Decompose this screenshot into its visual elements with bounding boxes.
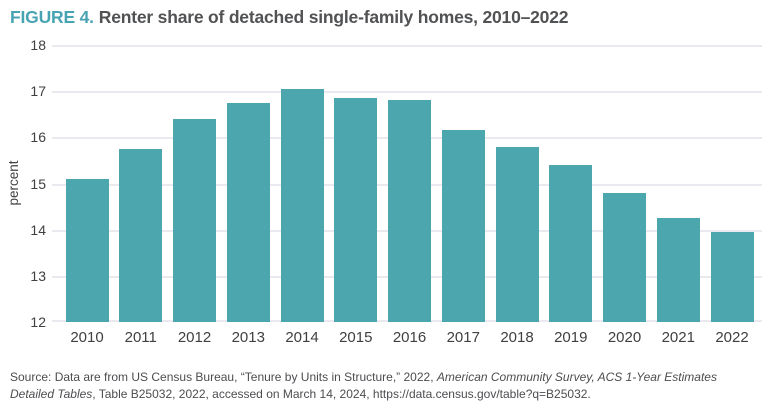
bar-2022: [710, 231, 754, 322]
figure-number-label: FIGURE 4.: [10, 7, 94, 27]
x-tick-label-2016: 2016: [392, 329, 427, 346]
y-axis-tick-labels: 12 13 14 15 16 17 18: [0, 37, 46, 330]
plot-area: [52, 45, 762, 322]
x-tick-label-2015: 2015: [339, 329, 373, 346]
bar-2015: [334, 98, 378, 322]
bar-2019: [549, 165, 593, 322]
source-text-suffix: , Table B25032, 2022, accessed on March …: [92, 387, 591, 401]
figure-title: FIGURE 4. Renter share of detached single…: [10, 7, 568, 28]
bar-2013: [226, 102, 270, 322]
figure-title-text: Renter share of detached single-family h…: [98, 7, 569, 27]
gridline-18: [52, 45, 762, 47]
y-tick-label-17: 17: [30, 83, 46, 100]
bar-2014: [280, 88, 324, 322]
x-tick-label-2011: 2011: [124, 329, 157, 346]
bar-2011: [119, 148, 163, 322]
x-tick-label-2012: 2012: [177, 329, 212, 346]
bar-2016: [388, 100, 431, 322]
x-tick-label-2013: 2013: [231, 329, 265, 346]
bar-2017: [441, 130, 485, 322]
y-tick-label-14: 14: [30, 221, 46, 238]
source-text-italic: American Community Survey, ACS 1-Year Es…: [10, 370, 717, 401]
source-text-prefix: Source: Data are from US Census Bureau, …: [10, 370, 437, 384]
x-tick-label-2018: 2018: [500, 329, 534, 346]
source-note: Source: Data are from US Census Bureau, …: [10, 369, 754, 403]
bar-2021: [656, 218, 700, 322]
x-axis-tick-labels: 2010 2011 2012 2013 2014 2015 2016 2017 2018 2019…: [0, 328, 768, 350]
x-tick-label-2020: 2020: [607, 329, 642, 346]
y-tick-label-18: 18: [30, 37, 46, 53]
y-tick-label-16: 16: [30, 129, 46, 146]
bar-2020: [603, 192, 646, 322]
bar-2012: [173, 118, 216, 322]
x-tick-label-2021: 2021: [661, 329, 695, 346]
bar-2010: [65, 178, 109, 322]
x-tick-label-2014: 2014: [285, 329, 319, 346]
bar-2018: [495, 146, 539, 322]
y-tick-label-13: 13: [30, 267, 46, 284]
y-tick-label-12: 12: [30, 314, 46, 330]
x-tick-label-2017: 2017: [446, 329, 480, 346]
x-tick-label-2019: 2019: [554, 329, 588, 346]
gridline-17: [52, 91, 762, 94]
y-tick-label-15: 15: [30, 175, 46, 192]
x-tick-label-2010: 2010: [70, 329, 104, 346]
x-tick-label-2022: 2022: [715, 329, 749, 346]
